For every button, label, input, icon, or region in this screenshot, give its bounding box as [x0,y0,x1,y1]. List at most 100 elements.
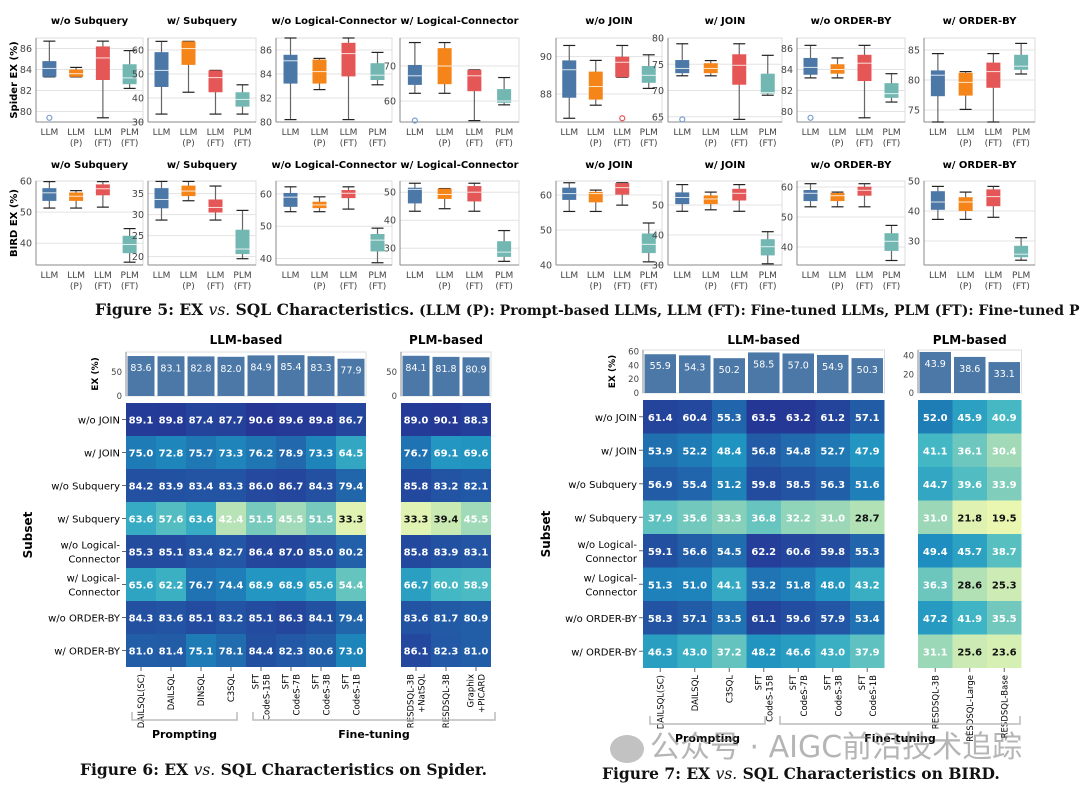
column-label: C3SQL [227,674,237,702]
heatmap-cell [987,433,1022,467]
x-tick-label: LLM [40,128,58,138]
x-tick-label: (FT) [640,139,658,149]
x-tick-label: (FT) [121,139,139,149]
x-tick-label: LLM [587,271,605,281]
heatmap-cell [401,568,431,601]
heatmap-cell-label: 75.0 [129,449,154,460]
x-tick-label: LLM [406,271,424,281]
heatmap-cell [712,534,747,568]
panel-title: w/o JOIN [585,16,633,27]
heatmap-cell-label: 44.1 [717,580,742,591]
outlier-point [679,116,686,123]
x-tick-label: (FT) [1012,282,1030,292]
heatmap-cell [952,467,987,501]
heatmap-cell [952,500,987,534]
x-tick-label: PLM [640,271,658,281]
heatmap-cell-label: 74.4 [219,581,244,592]
overall-bar-label: 83.1 [160,363,181,374]
group-bracket [131,712,238,721]
heatmap-cell [336,436,366,469]
x-tick-label: (FT) [1012,139,1030,149]
heatmap-cell-label: 89.1 [129,416,154,427]
heatmap-cell [431,436,461,469]
overall-bar-label: 43.9 [925,359,946,370]
box [986,62,1001,88]
heatmap-cell-label: 56.3 [820,480,845,491]
heatmap-cell [850,500,885,534]
x-tick-label: LLM [560,271,578,281]
outlier-point [411,117,418,124]
x-tick-label: LLM [311,271,329,281]
heatmap-cell [952,433,987,467]
heatmap-cell [431,469,461,502]
y-tick-label: 40 [908,207,920,218]
heatmap-cell-label: 33.3 [339,515,364,526]
caption-prefix: Figure 7: EX [602,764,716,783]
heatmap-cell [216,634,246,667]
y-tick-label: 40 [781,243,793,254]
box [958,72,973,96]
heatmap-cell-label: 49.4 [923,547,948,558]
heatmap-cell [677,467,712,501]
heatmap-cell-label: 55.3 [855,547,880,558]
x-tick-label: LLM [613,271,631,281]
box [69,69,84,77]
heatmap-cell [126,403,156,436]
x-tick-label: LLM [436,128,454,138]
column-label: DAILSQL(SC) [137,674,147,728]
x-tick-label: (P) [705,282,717,292]
box [930,191,945,210]
column-label: SFT [342,673,352,689]
row-label: w/ Logical- [584,573,638,584]
heatmap-cell-label: 80.6 [309,647,334,658]
y-tick-label: 84 [260,70,272,81]
heatmap-cell [850,601,885,635]
x-tick-label: PLM [233,271,251,281]
row-label: w/o Subquery [568,480,637,491]
heatmap-cell-label: 43.0 [820,647,845,658]
heatmap-cell [186,634,216,667]
x-tick-label: PLM [368,128,386,138]
heatmap-cell [186,436,216,469]
x-tick-label: (FT) [207,282,225,292]
box [283,54,298,84]
x-tick-label: LLM [180,128,198,138]
heatmap-cell [336,403,366,436]
heatmap-cell [401,601,431,634]
heatmap-cell-label: 82.7 [219,548,244,559]
overall-bar-label: 82.8 [190,363,211,374]
heatmap-cell [677,601,712,635]
heatmap-cell-label: 86.0 [249,482,274,493]
heatmap-cell [815,500,850,534]
overall-bar [277,355,305,396]
x-tick-label: LLM [465,271,483,281]
y-tick-label: 60 [540,191,552,202]
heatmap-cell [246,601,276,634]
y-tick-label: 50 [132,70,144,81]
heatmap-cell-label: 51.5 [309,515,334,526]
x-tick-label: (FT) [207,139,225,149]
figure-7-caption: Figure 7: EX vs. SQL Characteristics on … [602,764,1000,783]
watermark: 公众号 · AIGC前沿技术追踪 [610,722,1022,766]
y-tick-label: 50 [652,201,664,212]
heatmap-cell [276,403,306,436]
heatmap-cell [677,433,712,467]
row-label: Connector [585,587,637,598]
overall-bar-label: 81.8 [435,364,456,375]
column-label: CodeS-7B [800,675,810,717]
overall-bar [217,356,245,396]
overall-bar [988,362,1020,393]
overall-bar-label: 80.9 [465,364,486,375]
overall-bar [337,358,365,396]
heatmap-cell-label: 65.6 [309,581,334,592]
y-tick-label: 80 [781,107,793,118]
outlier-point [807,114,814,121]
heatmap-cell [746,500,781,534]
heatmap-cell-label: 81.0 [464,647,489,658]
heatmap-cell-label: 46.3 [648,647,673,658]
heatmap-cell [781,567,816,601]
y-tick-label: 80 [20,107,32,118]
heatmap-cell-label: 25.6 [957,647,982,658]
y-tick-label: 30 [652,261,664,272]
caption-prefix: Figure 6: EX [80,760,194,779]
